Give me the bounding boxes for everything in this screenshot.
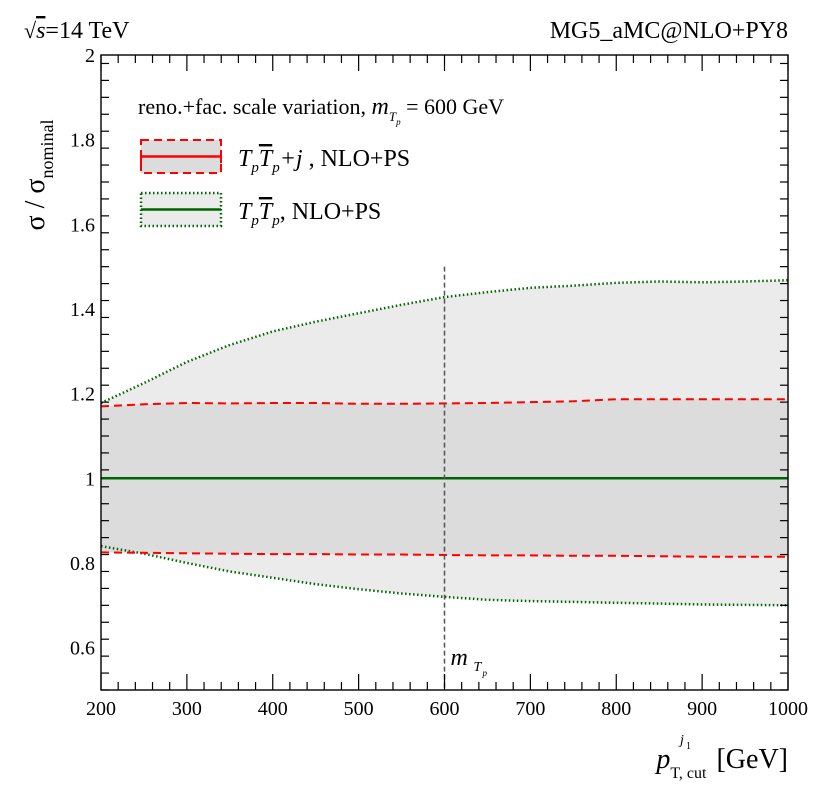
svg-text:σ / σnominal: σ / σnominal (20, 120, 57, 231)
x-tick-label: 800 (601, 698, 631, 720)
svg-text:1: 1 (686, 741, 691, 752)
legend-label-ttbar-jet: TpTp+j , NLO+PS (238, 146, 410, 176)
x-axis-label: pT, cut [GeV] j 1 (654, 733, 788, 782)
x-tick-label: 900 (687, 698, 717, 720)
vline-label-sub: T (474, 660, 483, 675)
line-ttbar-lower (100, 544, 789, 607)
y-tick-label: 1.2 (70, 384, 95, 406)
y-tick-label: 0.6 (70, 638, 95, 660)
y-tick-label: 1 (85, 468, 95, 490)
svg-text:pT, cut[GeV]: pT, cut [GeV] (654, 744, 788, 782)
x-tick-label: 500 (344, 698, 374, 720)
legend-label-ttbar: TpTp, NLO+PS (238, 199, 381, 229)
vline-label-subsub: p (482, 668, 488, 678)
x-tick-label: 200 (86, 698, 116, 720)
y-axis-label: σ / σnominal (20, 120, 57, 231)
y-tick-label: 1.8 (70, 130, 95, 152)
y-tick-label: 1.4 (70, 299, 95, 321)
y-tick-label: 2 (85, 45, 95, 67)
header-left: √s=14 TeV (24, 18, 130, 44)
x-tick-label: 700 (515, 698, 545, 720)
y-tick-label: 0.8 (70, 553, 95, 575)
legend-title: reno.+fac. scale variation, mTp = 600 Ge… (138, 94, 504, 127)
y-tick-label: 1.6 (70, 214, 95, 236)
header-right: MG5_aMC@NLO+PY8 (550, 18, 788, 44)
svg-text:√s=14 TeV: √s=14 TeV (24, 18, 130, 44)
x-tick-label: 600 (430, 698, 460, 720)
x-tick-label: 300 (172, 698, 202, 720)
x-tick-label: 1000 (768, 698, 808, 720)
x-tick-label: 400 (258, 698, 288, 720)
svg-text:j: j (678, 733, 684, 748)
vline-label: m (451, 645, 468, 671)
